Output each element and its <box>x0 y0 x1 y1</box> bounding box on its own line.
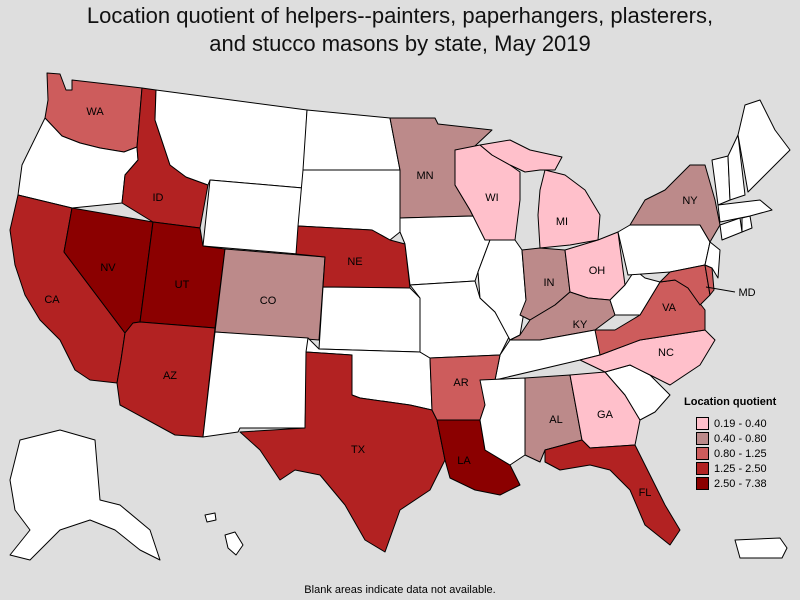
legend-label: 0.80 - 1.25 <box>714 447 767 460</box>
legend-label: 1.25 - 2.50 <box>714 462 767 475</box>
label-CO: CO <box>260 295 277 307</box>
state-TX[interactable] <box>239 351 446 553</box>
label-KY: KY <box>573 319 588 331</box>
label-UT: UT <box>175 279 190 291</box>
state-RI[interactable] <box>741 215 753 233</box>
map-title: Location quotient of helpers--painters, … <box>0 2 800 58</box>
label-WA: WA <box>86 106 104 118</box>
label-NV: NV <box>100 262 116 274</box>
legend: Location quotient 0.19 - 0.40 0.40 - 0.8… <box>684 396 796 491</box>
state-FL[interactable] <box>544 439 681 546</box>
state-NH[interactable] <box>727 134 746 201</box>
state-MI-lower[interactable] <box>537 169 601 249</box>
state-ND[interactable] <box>302 109 401 171</box>
legend-item: 1.25 - 2.50 <box>684 461 796 476</box>
state-MI[interactable] <box>479 139 563 173</box>
state-KS[interactable] <box>318 286 421 353</box>
label-ID: ID <box>153 192 164 204</box>
label-WI: WI <box>485 192 498 204</box>
state-WY[interactable] <box>202 179 304 255</box>
legend-item: 0.80 - 1.25 <box>684 446 796 461</box>
legend-swatch <box>696 417 709 430</box>
legend-label: 0.40 - 0.80 <box>714 432 767 445</box>
label-MI: MI <box>556 216 568 228</box>
state-MA[interactable] <box>717 199 773 223</box>
label-LA: LA <box>457 455 471 467</box>
legend-title: Location quotient <box>684 396 777 408</box>
state-MO[interactable] <box>409 280 511 359</box>
label-AL: AL <box>549 414 562 426</box>
state-HI-islands[interactable] <box>204 512 217 523</box>
label-OH: OH <box>589 265 606 277</box>
label-MN: MN <box>416 170 433 182</box>
footnote: Blank areas indicate data not available. <box>304 584 496 596</box>
label-TX: TX <box>351 444 366 456</box>
legend-swatch <box>696 447 709 460</box>
legend-swatch <box>696 462 709 475</box>
state-NM[interactable] <box>202 331 309 438</box>
state-IA[interactable] <box>399 215 491 286</box>
state-CO[interactable] <box>214 248 326 341</box>
legend-item: 0.40 - 0.80 <box>684 431 796 446</box>
label-FL: FL <box>639 487 652 499</box>
state-NY[interactable] <box>629 164 721 243</box>
label-NY: NY <box>682 195 698 207</box>
label-CA: CA <box>44 294 60 306</box>
state-NJ[interactable] <box>704 241 721 279</box>
label-VA: VA <box>662 302 677 314</box>
legend-swatch <box>696 432 709 445</box>
label-IN: IN <box>544 277 555 289</box>
label-NE: NE <box>347 256 362 268</box>
legend-swatch <box>696 477 709 490</box>
label-AZ: AZ <box>163 370 177 382</box>
state-labels: WA ID NV UT CA AZ CO NE TX MN WI MI IN O… <box>44 106 755 499</box>
label-NC: NC <box>658 347 674 359</box>
map-title-line-2: and stucco masons by state, May 2019 <box>209 31 591 56</box>
label-MD: MD <box>738 287 755 299</box>
legend-item: 2.50 - 7.38 <box>684 476 796 491</box>
label-GA: GA <box>597 409 614 421</box>
md-leader-line <box>705 286 736 293</box>
state-WV[interactable] <box>609 269 661 316</box>
legend-label: 2.50 - 7.38 <box>714 477 767 490</box>
state-ME[interactable] <box>737 99 791 193</box>
label-AR: AR <box>453 377 468 389</box>
state-HI[interactable] <box>224 531 244 556</box>
state-AK[interactable] <box>9 429 161 561</box>
legend-label: 0.19 - 0.40 <box>714 417 767 430</box>
legend-items: 0.19 - 0.40 0.40 - 0.80 0.80 - 1.25 1.25… <box>684 416 796 491</box>
state-PR[interactable] <box>734 537 788 559</box>
map-title-line-1: Location quotient of helpers--painters, … <box>86 3 714 28</box>
legend-item: 0.19 - 0.40 <box>684 416 796 431</box>
